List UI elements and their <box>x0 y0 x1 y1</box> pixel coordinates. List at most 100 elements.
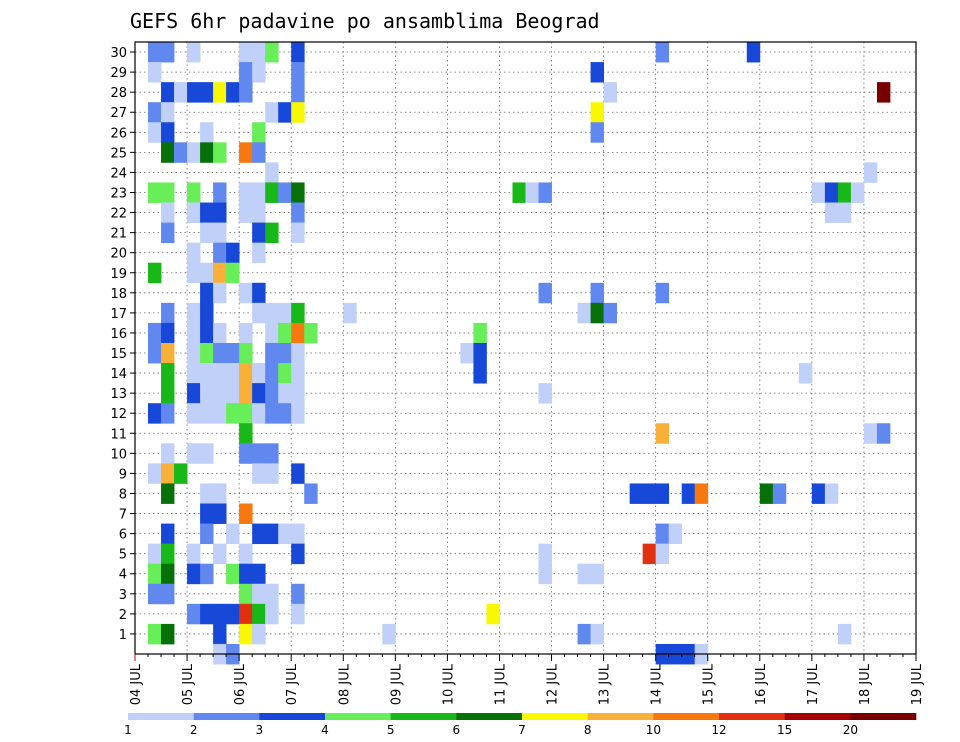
heatmap-cell <box>187 182 201 203</box>
heatmap-cell <box>148 563 162 585</box>
heatmap-cell <box>252 122 266 143</box>
heatmap-cell <box>876 82 891 103</box>
heatmap-cell <box>265 443 279 464</box>
heatmap-cell <box>538 563 552 585</box>
heatmap-cell <box>473 363 487 384</box>
y-tick-label: 21 <box>110 227 127 242</box>
legend-color-swatch <box>193 713 260 720</box>
heatmap-cell <box>252 443 266 464</box>
heatmap-cell <box>174 142 188 163</box>
legend: 1 2 3 4 5 6 7 8 10 12 15 20 <box>124 713 917 737</box>
heatmap-cell <box>668 523 683 545</box>
heatmap-cell <box>538 383 552 404</box>
heatmap-cell <box>200 483 214 504</box>
heatmap-cell <box>811 483 826 504</box>
heatmap-cell <box>148 463 162 484</box>
heatmap-cell <box>187 322 201 344</box>
heatmap-cell <box>590 302 604 324</box>
heatmap-cell <box>252 282 266 304</box>
legend-label: 6 <box>453 723 461 737</box>
x-tick-label: 19 JUL <box>910 663 925 705</box>
heatmap-cell <box>265 403 279 424</box>
heatmap-cell <box>161 182 175 203</box>
heatmap-cell <box>161 483 175 504</box>
heatmap-cell <box>265 162 279 183</box>
heatmap-cell <box>239 583 253 605</box>
heatmap-cell <box>239 182 253 203</box>
heatmap-cell <box>213 363 227 384</box>
heatmap-cell <box>512 182 526 203</box>
heatmap-cell <box>200 122 214 143</box>
heatmap-cell <box>148 543 162 565</box>
y-tick-label: 17 <box>110 307 127 322</box>
heatmap-cell <box>291 302 305 324</box>
y-tick-label: 19 <box>110 267 127 282</box>
heatmap-cell <box>200 202 214 223</box>
heatmap-cell <box>265 383 279 404</box>
heatmap-cell <box>850 182 865 203</box>
heatmap-cell <box>200 302 214 324</box>
heatmap-cell <box>265 302 279 324</box>
y-tick-label: 22 <box>110 207 127 222</box>
heatmap-cell <box>343 302 357 324</box>
heatmap-cell <box>213 483 227 504</box>
y-tick-label: 6 <box>119 528 127 543</box>
heatmap-cell <box>252 363 266 384</box>
x-tick-label: 12 JUL <box>546 663 561 705</box>
x-tick-label: 08 JUL <box>337 663 352 705</box>
heatmap-cell <box>213 222 227 244</box>
heatmap-cell <box>538 182 552 203</box>
heatmap-cell <box>239 363 253 384</box>
heatmap-cell <box>265 603 279 625</box>
heatmap-cell <box>239 42 253 63</box>
x-tick-label: 15 JUL <box>702 663 717 705</box>
heatmap-cell <box>174 82 188 103</box>
legend-label: 3 <box>256 723 264 737</box>
heatmap-cell <box>226 82 240 103</box>
heatmap-cell <box>291 603 305 625</box>
heatmap-cell <box>655 423 670 444</box>
heatmap-cell <box>239 503 253 524</box>
legend-color-swatch <box>850 713 917 720</box>
heatmap-cell <box>148 322 162 344</box>
x-tick-label: 18 JUL <box>858 663 873 705</box>
heatmap-cell <box>187 262 201 284</box>
heatmap-cell <box>837 623 852 645</box>
heatmap-cell <box>161 102 175 123</box>
heatmap-cell <box>200 282 214 304</box>
heatmap-cell <box>252 463 266 484</box>
y-tick-label: 24 <box>110 166 127 181</box>
heatmap-cell <box>174 463 188 484</box>
heatmap-cell <box>291 583 305 605</box>
legend-color-swatch <box>522 713 588 720</box>
heatmap-cell <box>291 222 305 244</box>
heatmap-cell <box>603 82 618 103</box>
heatmap-cell <box>161 623 175 645</box>
heatmap-cell <box>252 142 266 163</box>
heatmap-cell <box>863 423 878 444</box>
heatmap-cell <box>642 543 657 565</box>
y-tick-label: 16 <box>110 327 127 342</box>
heatmap-cell <box>239 342 253 364</box>
heatmap-cell <box>161 342 175 364</box>
heatmap-cell <box>252 222 266 244</box>
heatmap-cell <box>863 162 878 183</box>
y-tick-label: 8 <box>119 487 127 502</box>
heatmap-cell <box>200 363 214 384</box>
y-tick-label: 12 <box>110 407 127 422</box>
heatmap-cell <box>161 142 175 163</box>
y-tick-label: 25 <box>110 146 127 161</box>
heatmap-cell <box>252 523 266 545</box>
heatmap-cell <box>291 202 305 223</box>
heatmap-cell <box>213 262 227 284</box>
heatmap-cell <box>278 342 292 364</box>
heatmap-cell <box>239 603 253 625</box>
heatmap-cell <box>538 282 552 304</box>
heatmap-cell <box>226 603 240 625</box>
heatmap-cell <box>187 42 201 63</box>
heatmap-cell <box>226 363 240 384</box>
heatmap-cell <box>161 563 175 585</box>
heatmap-cell <box>239 383 253 404</box>
heatmap-cell <box>577 623 591 645</box>
heatmap-cell <box>473 322 487 344</box>
